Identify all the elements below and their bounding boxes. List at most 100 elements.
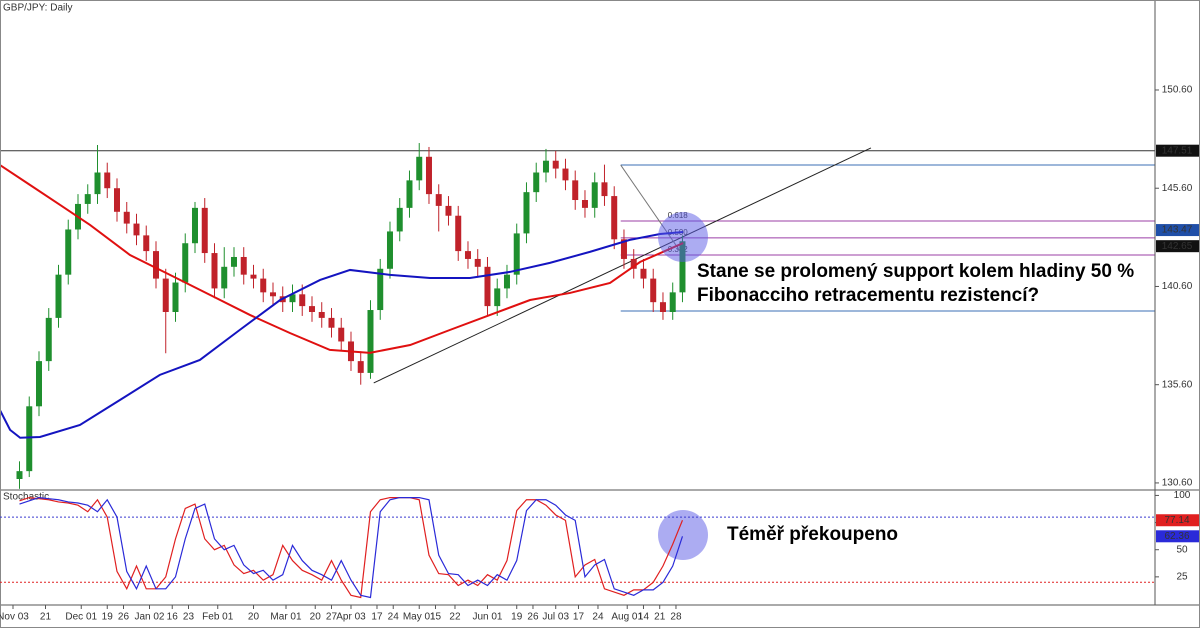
price-label: 143.47 <box>1162 225 1193 236</box>
candle-body <box>240 256 247 275</box>
candle-body <box>611 196 618 240</box>
chart-title: GBP/JPY: Daily <box>3 3 72 14</box>
x-tick-label: 16 <box>167 612 179 623</box>
candle-body <box>221 266 228 289</box>
candle-body <box>250 274 257 279</box>
x-tick-label: 17 <box>573 612 585 623</box>
candle-body <box>552 160 559 169</box>
candle-body <box>513 233 520 275</box>
candle-body <box>299 294 306 307</box>
y-tick-label: 130.60 <box>1162 478 1193 489</box>
candle-body <box>533 172 540 193</box>
candle-body <box>406 180 413 208</box>
stoch-line <box>19 496 684 599</box>
candle-body <box>386 231 393 269</box>
candle-body <box>523 192 530 234</box>
candle-body <box>474 258 481 267</box>
candle-body <box>289 294 296 303</box>
candle-body <box>201 207 208 254</box>
candle-body <box>152 251 159 279</box>
price-label: 142.65 <box>1162 241 1193 252</box>
candle-body <box>620 239 627 259</box>
x-tick-label: Aug 01 <box>611 612 643 623</box>
candle-body <box>94 172 101 195</box>
candle-body <box>123 211 130 224</box>
candle-body <box>318 311 325 318</box>
x-tick-label: 19 <box>511 612 523 623</box>
highlight-circle <box>658 212 708 262</box>
price-label-box <box>1156 144 1199 157</box>
x-tick-label: Feb 01 <box>202 612 234 623</box>
stoch-tick-label: 25 <box>1176 571 1188 582</box>
candle-body <box>367 310 374 373</box>
candle-body <box>133 223 140 236</box>
candle-body <box>182 243 189 283</box>
highlight-circle <box>658 510 708 560</box>
candle-body <box>16 471 23 479</box>
y-tick-label: 140.60 <box>1162 281 1193 292</box>
candle-body <box>211 253 218 289</box>
x-tick-label: Apr 03 <box>336 612 366 623</box>
x-tick-label: 19 <box>102 612 114 623</box>
candle-body <box>503 274 510 289</box>
candle-body <box>484 266 491 307</box>
candle-body <box>640 268 647 279</box>
trendline <box>373 147 872 384</box>
x-tick-label: Nov 03 <box>0 612 29 623</box>
candle-body <box>55 274 62 318</box>
candle-body <box>464 251 471 259</box>
x-tick-label: 26 <box>118 612 130 623</box>
price-label: 147.51 <box>1162 145 1193 156</box>
candle-body <box>230 256 237 267</box>
annotation: Stane se prolomený support kolem hladiny… <box>697 261 1134 282</box>
y-tick-label: 150.60 <box>1162 85 1193 96</box>
x-tick-label: 14 <box>638 612 650 623</box>
moving-average <box>0 231 684 439</box>
candle-body <box>104 172 111 189</box>
candle-body <box>650 278 657 303</box>
candle-body <box>84 194 91 204</box>
stoch-value-box <box>1156 530 1199 543</box>
candle-body <box>425 156 432 195</box>
x-tick-label: 27 <box>326 612 338 623</box>
candle-body <box>357 361 364 373</box>
x-tick-label: Dec 01 <box>65 612 97 623</box>
x-tick-label: 20 <box>310 612 322 623</box>
price-label-box <box>1156 224 1199 237</box>
candle-body <box>494 288 501 307</box>
candle-body <box>445 205 452 216</box>
candle-body <box>328 317 335 328</box>
x-tick-label: Mar 01 <box>270 612 302 623</box>
stoch-tick-label: 100 <box>1174 490 1191 501</box>
candle-body <box>26 406 33 472</box>
candle-body <box>581 200 588 208</box>
stoch-line <box>19 496 684 599</box>
stoch-value-label: 77.14 <box>1164 515 1189 526</box>
candle-body <box>542 160 549 173</box>
candle-body <box>172 282 179 312</box>
candle-body <box>191 207 198 244</box>
x-tick-label: Jun 01 <box>472 612 502 623</box>
x-tick-label: Jul 03 <box>542 612 569 623</box>
candle-body <box>260 278 267 293</box>
candle-body <box>377 268 384 311</box>
stochastic-title: Stochastic <box>3 492 49 503</box>
candle-body <box>143 235 150 252</box>
candle-body <box>435 194 442 206</box>
candle-body <box>669 292 676 312</box>
annotation: Fibonacciho retracementu rezistencí? <box>697 285 1039 306</box>
y-tick-label: 135.60 <box>1162 379 1193 390</box>
x-tick-label: 22 <box>449 612 461 623</box>
candle-body <box>455 215 462 252</box>
stoch-title-box <box>1 491 39 503</box>
candle-body <box>416 156 423 181</box>
x-tick-label: 24 <box>388 612 400 623</box>
candle-body <box>659 302 666 312</box>
candle-body <box>562 168 569 181</box>
x-tick-label: Jan 02 <box>134 612 164 623</box>
candle-body <box>35 361 42 407</box>
candle-body <box>396 207 403 232</box>
x-tick-label: 23 <box>183 612 195 623</box>
